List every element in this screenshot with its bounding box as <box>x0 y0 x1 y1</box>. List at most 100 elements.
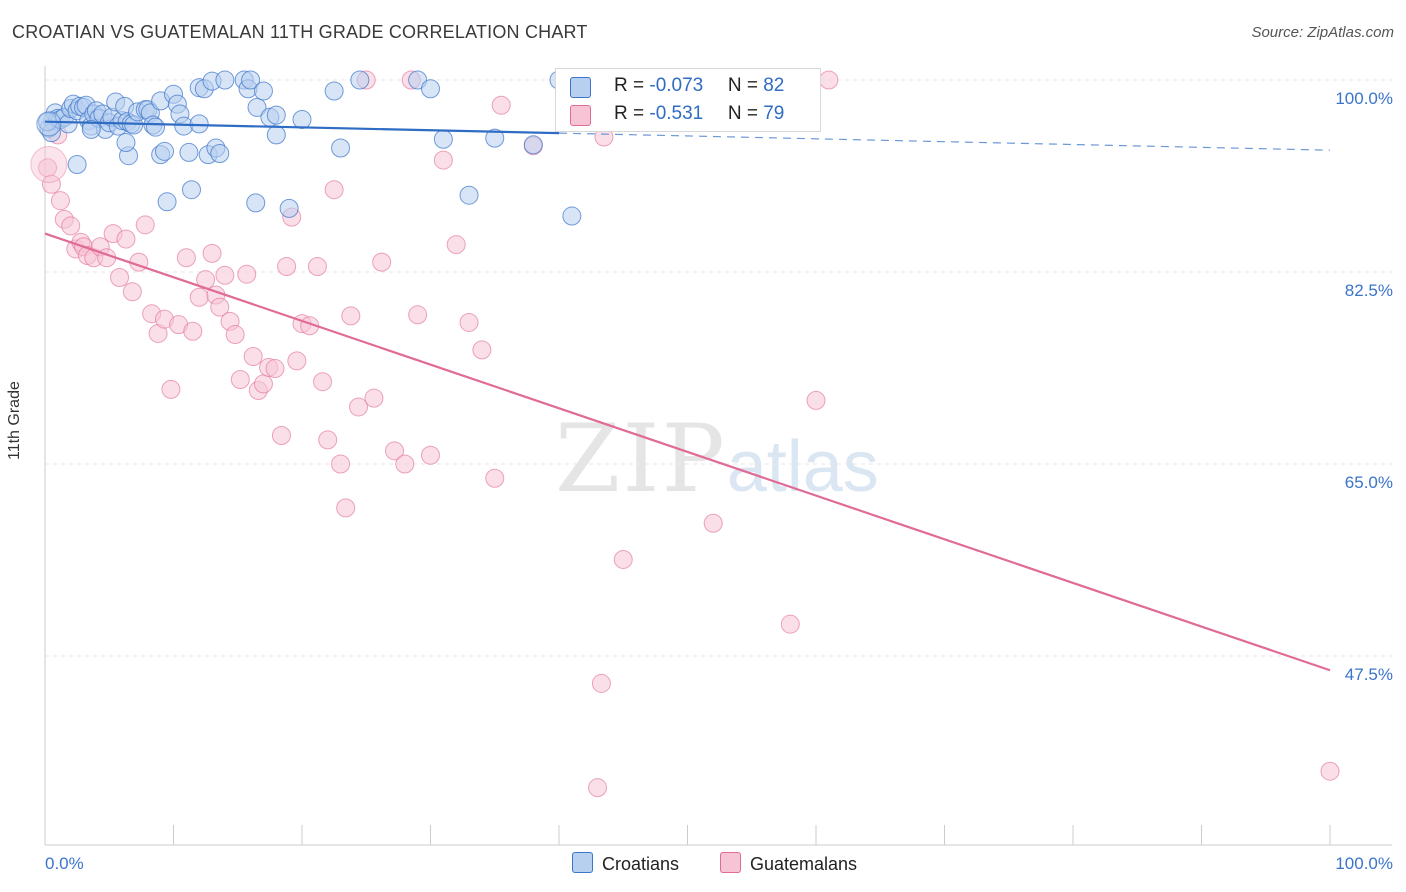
bottom-legend-guatemalans: Guatemalans <box>720 852 857 875</box>
data-point-croatians <box>247 97 267 117</box>
data-point-guatemalans <box>277 257 297 277</box>
legend-swatch-croatians <box>570 77 591 98</box>
zipatlas-watermark: ZIPatlas <box>555 405 879 514</box>
x-tick-label: 0.0% <box>45 854 84 873</box>
data-point-guatemalans <box>225 325 245 345</box>
data-point-guatemalans <box>408 305 428 325</box>
data-point-croatians <box>179 142 199 162</box>
correlation-legend: R = -0.073 N = 82 R = -0.531 N = 79 <box>555 68 821 132</box>
data-point-croatians <box>266 105 286 125</box>
data-point-guatemalans <box>307 257 327 277</box>
data-point-guatemalans <box>395 454 415 474</box>
legend-r-label: R = <box>614 103 650 124</box>
y-tick-label: 100.0% <box>1335 89 1393 108</box>
data-point-guatemalans <box>110 267 130 287</box>
data-point-croatians <box>253 81 273 101</box>
bottom-label-guatemalans: Guatemalans <box>750 854 858 874</box>
trend-line-croatians-extension <box>558 132 1331 151</box>
data-point-croatians <box>523 135 543 155</box>
data-point-guatemalans <box>433 150 453 170</box>
grid-lines <box>45 79 1392 657</box>
data-point-guatemalans <box>446 235 466 255</box>
data-point-guatemalans <box>780 614 800 634</box>
data-point-guatemalans <box>336 498 356 518</box>
data-point-guatemalans <box>202 243 222 263</box>
legend-r-label: R = <box>614 75 650 96</box>
data-point-guatemalans <box>253 374 273 394</box>
y-tick-label: 47.5% <box>1345 665 1393 684</box>
data-point-guatemalans <box>135 215 155 235</box>
tick-labels: 47.5% 65.0% 82.5% 100.0% 0.0% 100.0% <box>45 89 1393 873</box>
data-point-croatians <box>292 109 312 129</box>
legend-n-label: N = <box>727 75 764 96</box>
data-point-croatians <box>67 154 87 174</box>
data-point-guatemalans <box>61 216 81 236</box>
trend-lines <box>44 120 1331 672</box>
y-tick-label: 82.5% <box>1345 281 1393 300</box>
data-point-guatemalans <box>30 145 68 183</box>
bottom-swatch-guatemalans <box>720 852 741 873</box>
data-point-guatemalans <box>324 180 344 200</box>
data-point-guatemalans <box>1320 761 1340 781</box>
data-point-guatemalans <box>703 513 723 533</box>
data-point-croatians <box>157 192 177 212</box>
trend-line-guatemalans <box>44 232 1331 672</box>
data-point-croatians <box>485 128 505 148</box>
legend-n-value: 79 <box>763 103 785 124</box>
data-point-guatemalans <box>349 397 369 417</box>
legend-row-guatemalans: R = -0.531 N = 79 <box>556 101 820 129</box>
bottom-legend-croatians: Croatians <box>572 852 679 875</box>
data-point-guatemalans <box>385 441 405 461</box>
legend-row-croatians: R = -0.073 N = 82 <box>556 73 820 101</box>
data-point-guatemalans <box>243 346 263 366</box>
data-point-croatians <box>324 81 344 101</box>
legend-r-value: -0.531 <box>649 103 704 124</box>
data-point-guatemalans <box>472 340 492 360</box>
data-point-croatians <box>81 119 101 139</box>
source-credit: Source: ZipAtlas.com <box>1251 24 1394 41</box>
legend-n-label: N = <box>727 103 764 124</box>
data-point-guatemalans <box>459 312 479 332</box>
data-point-guatemalans <box>806 390 826 410</box>
data-point-guatemalans <box>176 248 196 268</box>
data-point-guatemalans <box>230 370 250 390</box>
data-point-guatemalans <box>341 306 361 326</box>
chart-title: CROATIAN VS GUATEMALAN 11TH GRADE CORREL… <box>12 22 588 42</box>
data-point-guatemalans <box>485 468 505 488</box>
data-point-guatemalans <box>189 287 209 307</box>
data-point-guatemalans <box>287 351 307 371</box>
data-point-guatemalans <box>313 372 333 392</box>
bottom-swatch-croatians <box>572 852 593 873</box>
data-point-guatemalans <box>318 430 338 450</box>
data-point-croatians <box>421 79 440 99</box>
bottom-label-croatians: Croatians <box>602 854 680 874</box>
data-point-guatemalans <box>161 379 181 399</box>
data-point-croatians <box>246 193 266 213</box>
data-point-guatemalans <box>237 264 257 284</box>
data-point-croatians <box>155 141 175 161</box>
data-point-croatians <box>459 185 479 205</box>
data-point-guatemalans <box>271 425 291 445</box>
data-point-croatians <box>350 70 370 90</box>
data-point-guatemalans <box>421 445 440 465</box>
data-point-guatemalans <box>215 265 235 285</box>
data-point-guatemalans <box>591 673 611 693</box>
data-point-guatemalans <box>41 174 61 194</box>
data-point-croatians <box>36 111 62 137</box>
data-point-guatemalans <box>116 229 136 249</box>
watermark-atlas: atlas <box>726 427 879 507</box>
y-tick-label: 65.0% <box>1345 473 1393 492</box>
legend-swatch-guatemalans <box>570 105 591 126</box>
data-point-croatians <box>433 129 453 149</box>
data-point-guatemalans <box>364 388 384 408</box>
data-point-croatians <box>279 198 299 218</box>
data-point-guatemalans <box>265 359 285 379</box>
x-tick-label: 100.0% <box>1335 854 1393 873</box>
data-point-guatemalans <box>819 70 839 90</box>
data-point-croatians <box>331 138 351 158</box>
data-point-guatemalans <box>331 454 351 474</box>
data-point-croatians <box>241 70 261 90</box>
data-point-croatians <box>562 206 582 226</box>
data-point-croatians <box>181 180 201 200</box>
